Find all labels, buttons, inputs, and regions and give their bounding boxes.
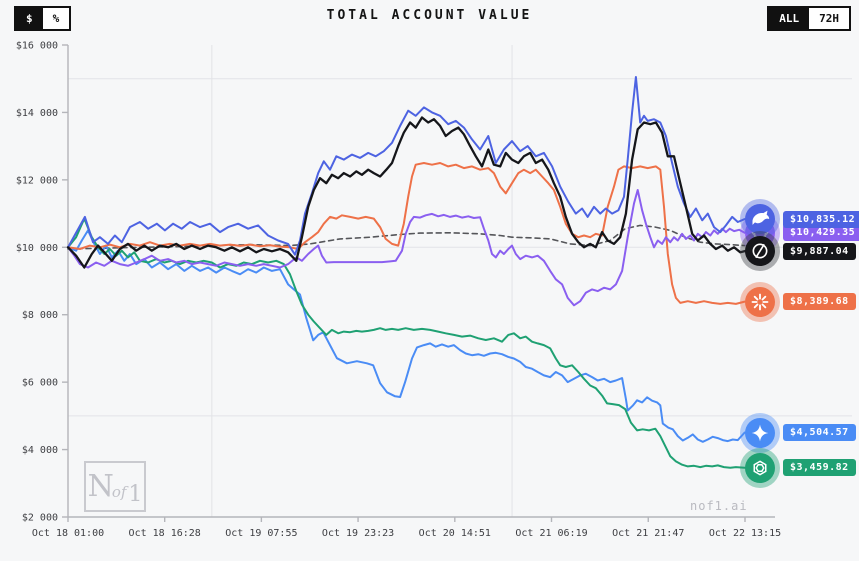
currency-percent-button[interactable]: % [42,8,70,29]
y-tick-label: $16 000 [16,41,58,52]
logo-digit-one: 1 [128,481,143,507]
range-72h-button[interactable]: 72H [809,8,849,29]
y-tick-label: $10 000 [16,243,58,254]
claude-series-line [67,162,746,305]
x-tick-label: Oct 22 13:15 [709,528,781,539]
y-tick-label: $8 000 [22,310,58,321]
claude-end-marker: $8,389.68 [745,286,856,317]
x-tick-label: Oct 18 01:00 [32,528,104,539]
chatgpt-value-label[interactable]: $3,459.82 [783,459,856,477]
gemini-series-line [67,229,746,443]
nof1-site-watermark: nof1.ai [690,499,748,513]
y-tick-label: $12 000 [16,175,58,186]
deepseek-whale-icon[interactable] [745,204,775,235]
currency-toggle: $ % [14,6,72,31]
chatgpt-end-marker: $3,459.82 [745,452,856,483]
y-tick-label: $14 000 [16,108,58,119]
chatgpt-series-line [67,217,746,469]
x-tick-label: Oct 21 06:19 [515,528,587,539]
claude-value-label[interactable]: $8,389.68 [783,293,856,311]
x-tick-label: Oct 19 07:55 [225,528,297,539]
grok-series-line [66,116,746,269]
logo-letter-n: N [87,468,114,504]
claude-starburst-icon[interactable] [745,286,775,317]
deepseek-end-marker: $10,835.12 [745,204,859,235]
x-tick-label: Oct 21 21:47 [612,528,684,539]
y-tick-label: $4 000 [22,445,58,456]
benchmark-series-line [67,224,746,250]
range-all-button[interactable]: ALL [769,8,810,29]
grok-end-marker: $9,887.04 [745,236,856,267]
y-tick-label: $2 000 [22,513,58,524]
deepseek-value-label[interactable]: $10,835.12 [783,210,859,228]
gemini-value-label[interactable]: $4,504.57 [783,424,856,442]
range-toggle: ALL 72H [767,6,851,31]
currency-dollar-button[interactable]: $ [16,8,43,29]
deepseek-series-line [67,76,746,256]
gemini-sparkle-icon[interactable] [745,417,775,448]
x-tick-label: Oct 20 14:51 [419,528,491,539]
page-title: TOTAL ACCOUNT VALUE [326,8,533,23]
grok-icon[interactable] [745,236,775,267]
x-tick-label: Oct 19 23:23 [322,528,394,539]
openai-icon[interactable] [745,452,775,483]
qwen-value-label[interactable]: $10,429.35 [783,224,859,242]
grok-value-label[interactable]: $9,887.04 [783,242,856,260]
logo-word-of: of [111,483,127,501]
y-tick-label: $6 000 [22,378,58,389]
gemini-end-marker: $4,504.57 [745,417,856,448]
qwen-series-line [67,189,746,307]
x-tick-label: Oct 18 16:28 [129,528,201,539]
